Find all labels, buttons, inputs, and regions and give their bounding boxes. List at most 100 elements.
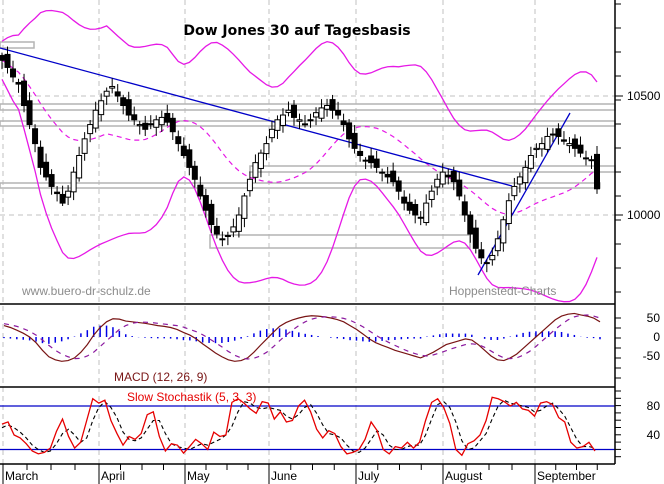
candle-bullish [92,109,99,129]
panel-frames [0,0,616,465]
month-label: August [445,469,483,483]
candle-bearish [142,122,149,130]
candle-bullish [544,135,551,150]
candle-bullish [582,157,589,160]
candle-bearish [48,174,55,187]
candle-bullish [549,133,556,136]
candle-bullish [246,178,253,192]
candle-bearish [329,99,336,111]
candle-bullish [434,178,441,188]
candle-bearish [555,128,562,137]
candle-bearish [186,149,193,168]
macd-line [3,312,601,362]
candle-bearish [560,139,567,142]
candle-bearish [114,91,121,97]
candle-bearish [395,180,402,192]
candle-bullish [76,155,83,179]
candle-bullish [428,190,435,200]
candle-bullish [533,147,540,151]
month-label: May [187,469,210,483]
bollinger-bands [1,9,598,303]
candle-bullish [268,128,275,139]
candle-bullish [153,119,160,128]
candle-bearish [384,173,391,178]
sr-box [0,103,616,111]
candle-bullish [483,262,490,265]
candle-bearish [472,227,479,249]
sr-box [0,41,35,49]
candle-bearish [373,158,380,168]
candle-bearish [450,170,457,183]
candle-bearish [362,159,369,162]
candle-bearish [368,155,375,164]
candle-bearish [147,123,154,126]
candle-bullish [158,116,165,126]
month-label: April [101,469,125,483]
candle-bearish [445,174,452,178]
candle-bearish [302,123,309,126]
price-tick-label: 10500 [627,89,661,103]
candle-bearish [59,193,66,204]
candle-bearish [571,138,578,149]
candle-bearish [202,195,209,211]
candle-bearish [467,214,474,235]
sr-box [249,165,616,173]
candle-bullish [103,90,110,97]
candle-bearish [357,150,364,157]
month-label: July [358,469,379,483]
candle-bullish [81,138,88,154]
candle-bearish [197,184,204,197]
candle-bullish [87,124,94,135]
candle-bullish [313,112,320,118]
price-tick-label: 10000 [627,208,661,222]
candle-bullish [98,100,105,116]
candle-bullish [65,190,72,198]
month-label: March [5,469,38,483]
candle-bullish [505,200,512,224]
candle-bearish [208,203,215,226]
candle-bearish [169,117,176,133]
candle-bearish [588,159,595,162]
uptrend-line [477,112,571,276]
candle-bearish [4,53,11,68]
candle-bullish [285,109,292,114]
candle-bullish [279,114,286,126]
candle-bullish [274,119,281,131]
candle-bullish [527,155,534,169]
candle-bearish [346,122,353,140]
candle-bearish [456,179,463,197]
candle-bullish [257,152,264,169]
candle-bearish [417,216,424,219]
candle-bearish [412,203,419,216]
candle-bearish [351,132,358,149]
bollinger-lower [1,79,598,303]
candle-bearish [0,55,5,61]
month-label: September [537,469,596,483]
stoch-tick-label: 40 [647,428,661,442]
candle-bearish [340,120,347,126]
downtrend-line [0,47,513,187]
trend-lines [0,47,571,276]
sr-box [209,234,471,249]
candle-bullish [538,143,545,150]
candle-bearish [21,80,28,107]
candle-bearish [213,225,220,235]
candle-bullish [219,238,226,241]
stochastic-panel [0,396,615,457]
candle-bullish [324,105,331,110]
candle-bearish [307,119,314,122]
stoch-d-line [1,399,596,453]
axes: 10500 10000 50 0 -50 80 40 March April May June Jul… [2,3,661,484]
candle-bearish [131,114,138,121]
candle-bullish [566,143,573,147]
candle-bearish [120,97,127,107]
candle-bullish [241,195,248,219]
candle-bullish [494,238,501,252]
candle-bearish [180,145,187,157]
macd-tick-label: -50 [643,349,661,363]
candle-bearish [37,146,44,168]
candle-bearish [406,201,413,211]
candle-bearish [54,191,61,195]
